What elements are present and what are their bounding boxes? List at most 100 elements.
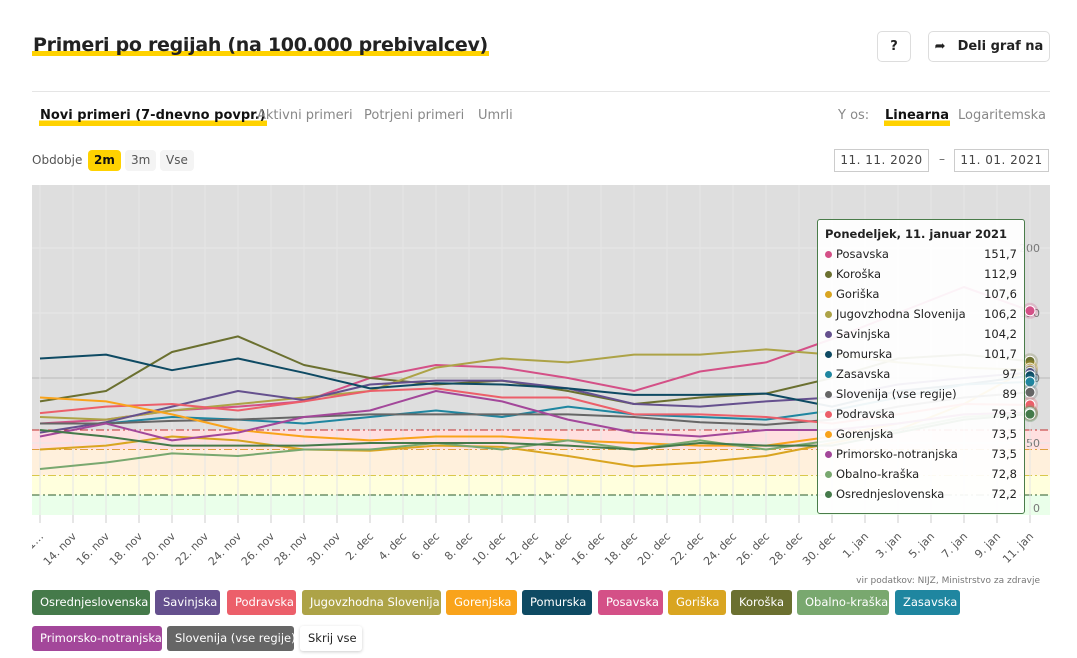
tooltip-series-value: 107,6 xyxy=(984,287,1017,301)
legend-toggle[interactable]: Savinjska xyxy=(155,590,220,615)
x-tick-label: 16. dec xyxy=(569,530,607,568)
x-tick-label: 6. dec xyxy=(409,530,442,563)
tooltip-series-value: 106,2 xyxy=(984,307,1017,321)
series-dot-icon xyxy=(825,290,832,298)
legend-toggle[interactable]: Slovenija (vse regije) xyxy=(167,626,296,651)
hide-all-button[interactable]: Skrij vse xyxy=(300,626,362,651)
threshold-band xyxy=(32,475,1050,495)
y-tick-label: 50 xyxy=(1026,437,1040,450)
legend-toggle[interactable]: Jugovzhodna Slovenija xyxy=(302,590,441,615)
x-tick-label: 22. dec xyxy=(668,530,706,568)
data-point xyxy=(1024,386,1036,398)
x-tick-label: 30. dec xyxy=(800,530,838,568)
tooltip-series-name: Osrednjeslovenska xyxy=(836,487,945,501)
series-dot-icon xyxy=(825,310,832,318)
help-button[interactable]: ? xyxy=(877,31,911,62)
x-tick-label: 26. nov xyxy=(239,530,278,569)
tooltip-series-value: 73,5 xyxy=(991,427,1017,441)
legend-toggle[interactable]: Koroška xyxy=(731,590,792,615)
tooltip-row: Posavska 151,7 xyxy=(825,244,1017,264)
tooltip-row: Primorsko-notranjska 73,5 xyxy=(825,444,1017,464)
y-tick-label: 0 xyxy=(1033,502,1040,515)
tooltip-row: Koroška 112,9 xyxy=(825,264,1017,284)
legend-toggle[interactable]: Osrednjeslovenska xyxy=(32,590,150,615)
x-tick-label: 10. dec xyxy=(470,530,508,568)
series-dot-icon xyxy=(825,470,832,478)
tooltip-series-value: 151,7 xyxy=(984,247,1017,261)
legend-toggle[interactable]: Primorsko-notranjska xyxy=(32,626,162,651)
series-dot-icon xyxy=(825,410,832,418)
y-axis-label: Y os: xyxy=(838,108,870,123)
x-tick-label: 24. dec xyxy=(701,530,739,568)
tooltip-series-value: 112,9 xyxy=(984,267,1017,281)
series-dot-icon xyxy=(825,250,832,258)
tooltip-series-value: 89 xyxy=(1002,387,1017,401)
tooltip-series-name: Zasavska xyxy=(836,367,891,381)
tooltip-series-name: Jugovzhodna Slovenija xyxy=(836,307,966,321)
tooltip-row: Podravska 79,3 xyxy=(825,404,1017,424)
x-tick-label: 12. dec xyxy=(503,530,541,568)
x-tick-label: 18. nov xyxy=(107,530,146,569)
tab-confirmed-cases[interactable]: Potrjeni primeri xyxy=(364,108,465,123)
x-tick-label: 20. nov xyxy=(140,530,179,569)
legend-toggle[interactable]: Pomurska xyxy=(522,590,592,615)
legend-toggle[interactable]: Obalno-kraška xyxy=(797,590,889,615)
data-point xyxy=(1024,408,1036,420)
tooltip-series-value: 104,2 xyxy=(984,327,1017,341)
tooltip-series-name: Goriška xyxy=(836,287,880,301)
series-dot-icon xyxy=(825,350,832,358)
x-tick-label: 22. nov xyxy=(173,530,212,569)
series-dot-icon xyxy=(825,450,832,458)
tooltip-series-value: 79,3 xyxy=(991,407,1017,421)
tooltip-series-value: 101,7 xyxy=(984,347,1017,361)
x-tick-label: 1. jan xyxy=(840,530,871,561)
x-tick-label: 3. jan xyxy=(873,530,904,561)
x-tick-label: 11. jan xyxy=(1000,530,1036,566)
share-arrow-icon: ➦ xyxy=(934,39,946,54)
x-tick-label: 16. nov xyxy=(74,530,113,569)
y-axis-log[interactable]: Logaritemska xyxy=(958,108,1046,123)
x-tick-label: 26. dec xyxy=(734,530,772,568)
series-dot-icon xyxy=(825,490,832,498)
tooltip-row: Zasavska 97 xyxy=(825,364,1017,384)
period-all[interactable]: Vse xyxy=(160,150,194,171)
x-tick-label: 7. jan xyxy=(939,530,970,561)
page-title: Primeri po regijah (na 100.000 prebivalc… xyxy=(32,34,489,56)
tooltip-row: Goriška 107,6 xyxy=(825,284,1017,304)
series-dot-icon xyxy=(825,270,832,278)
tooltip-series-name: Obalno-kraška xyxy=(836,467,920,481)
tooltip-row: Slovenija (vse regije) 89 xyxy=(825,384,1017,404)
legend-toggle[interactable]: Gorenjska xyxy=(446,590,517,615)
x-tick-label: 4. dec xyxy=(376,530,409,563)
x-tick-label: 5. jan xyxy=(906,530,937,561)
data-point xyxy=(1024,305,1036,317)
threshold-band xyxy=(32,508,1050,515)
x-tick-label: 18. dec xyxy=(602,530,640,568)
x-tick-label: 28. nov xyxy=(272,530,311,569)
date-from-input[interactable]: 11. 11. 2020 xyxy=(834,149,929,172)
date-separator: – xyxy=(939,152,945,166)
legend-toggle[interactable]: Podravska xyxy=(227,590,296,615)
tab-new-cases[interactable]: Novi primeri (7-dnevno povpr.) xyxy=(39,108,267,126)
period-2m[interactable]: 2m xyxy=(88,150,121,171)
legend-toggle[interactable]: Zasavska xyxy=(895,590,960,615)
tab-active-cases[interactable]: Aktivni primeri xyxy=(257,108,353,123)
tooltip-series-value: 73,5 xyxy=(991,447,1017,461)
legend-toggle[interactable]: Goriška xyxy=(668,590,726,615)
date-to-input[interactable]: 11. 01. 2021 xyxy=(954,149,1049,172)
threshold-band xyxy=(32,495,1050,508)
series-dot-icon xyxy=(825,390,832,398)
period-3m[interactable]: 3m xyxy=(125,150,157,171)
legend-toggle[interactable]: Posavska xyxy=(598,590,663,615)
share-button[interactable]: ➦ Deli graf na xyxy=(928,31,1050,62)
tooltip-series-name: Koroška xyxy=(836,267,882,281)
series-dot-icon xyxy=(825,430,832,438)
tooltip-series-name: Podravska xyxy=(836,407,895,421)
y-axis-linear[interactable]: Linearna xyxy=(884,108,951,126)
tab-deaths[interactable]: Umrli xyxy=(478,108,513,123)
period-label: Obdobje xyxy=(32,153,83,167)
tooltip-series-value: 72,8 xyxy=(991,467,1017,481)
x-tick-label: 2. dec xyxy=(343,530,376,563)
tooltip-row: Jugovzhodna Slovenija 106,2 xyxy=(825,304,1017,324)
x-tick-label: 28. dec xyxy=(767,530,805,568)
